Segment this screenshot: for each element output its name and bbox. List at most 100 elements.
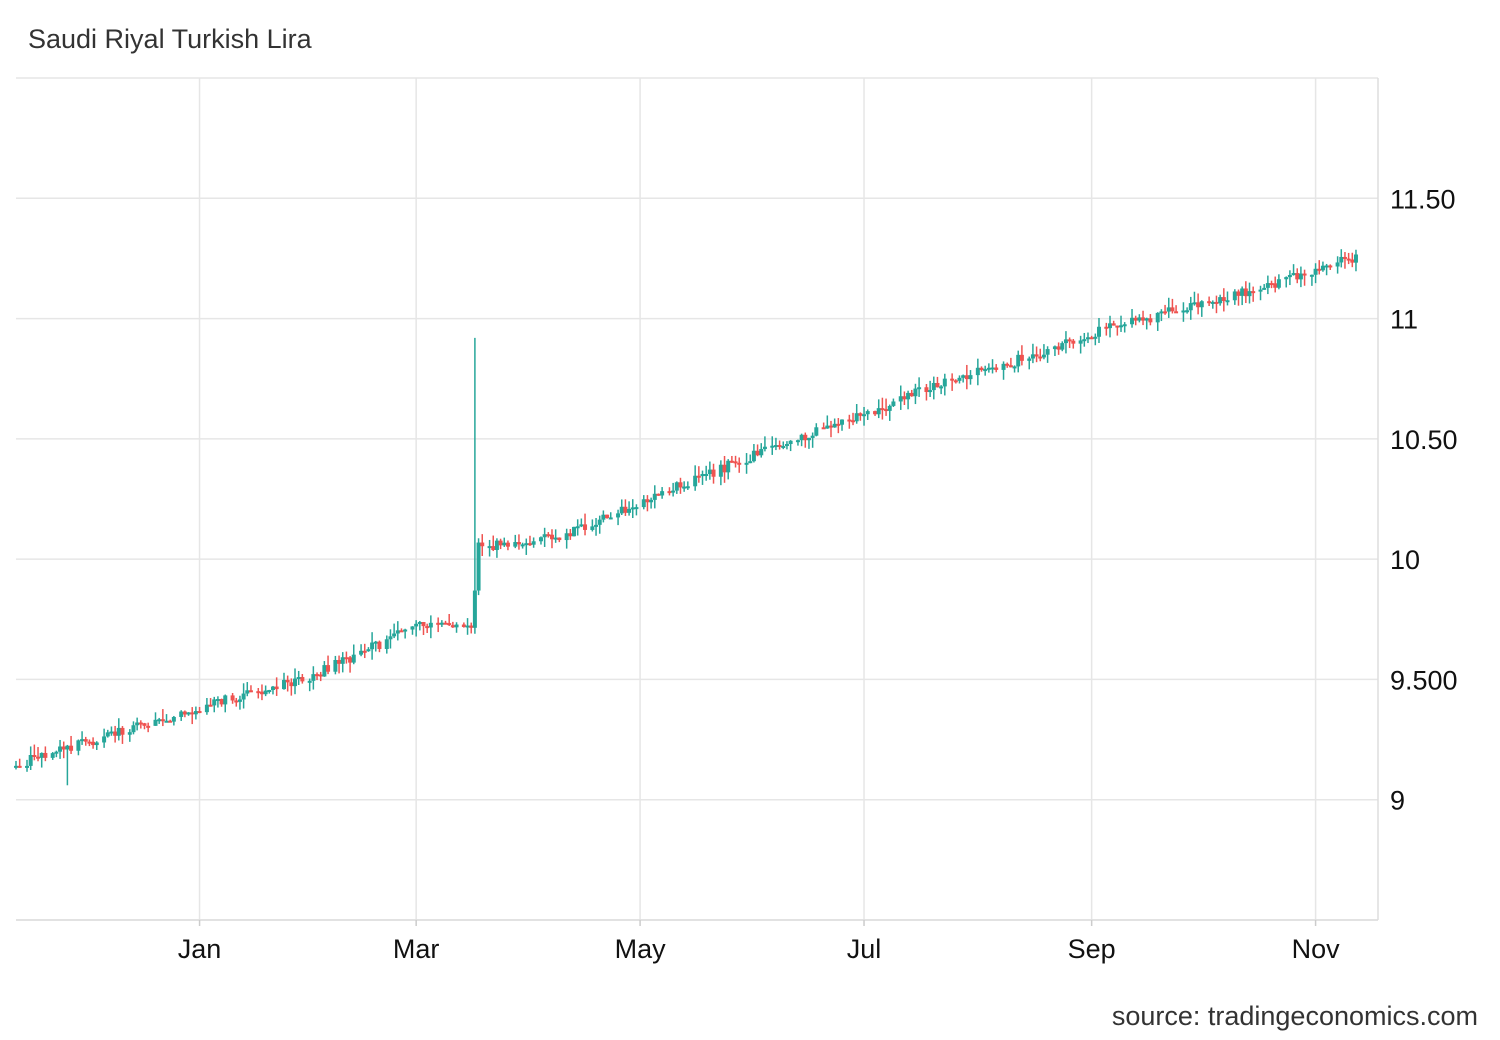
candle-body — [726, 460, 731, 473]
candle-body — [50, 753, 55, 758]
x-tick-label: Nov — [1292, 934, 1341, 964]
candle-body — [568, 533, 573, 537]
candle-body — [649, 499, 654, 503]
candle-body — [1163, 311, 1168, 314]
candle-body — [135, 722, 140, 726]
candle-body — [840, 419, 845, 425]
candle-body — [17, 765, 22, 768]
candle-body — [1008, 365, 1013, 368]
candle-body — [1295, 273, 1300, 280]
candle-body — [480, 542, 485, 547]
candle-body — [1273, 283, 1278, 288]
y-tick-label: 9 — [1390, 786, 1405, 816]
candle-body — [43, 752, 48, 758]
candle-body — [1141, 317, 1146, 321]
y-tick-label: 11.50 — [1390, 184, 1456, 214]
candle-body — [373, 641, 378, 644]
candle-body — [505, 542, 510, 547]
candle-body — [450, 625, 455, 628]
candle-body — [285, 679, 290, 683]
candle-body — [1041, 354, 1046, 358]
candle-body — [83, 739, 88, 742]
candle-body — [891, 401, 896, 406]
candle-body — [847, 419, 852, 422]
candle-body — [711, 469, 716, 477]
candle-body — [439, 622, 444, 625]
candle-body — [770, 445, 775, 448]
candle-body — [127, 732, 132, 735]
candle-body — [138, 722, 143, 725]
candle-body — [237, 699, 242, 702]
candle-body — [873, 411, 878, 415]
candle-body — [968, 375, 973, 380]
candle-body — [660, 491, 665, 496]
candle-body — [190, 712, 195, 715]
candle-body — [39, 752, 44, 758]
candle-body — [102, 736, 107, 743]
candle-body — [572, 526, 577, 537]
candle-body — [1082, 339, 1087, 342]
candle-body — [828, 425, 833, 428]
candle-body — [1085, 337, 1090, 340]
candle-body — [931, 382, 936, 391]
candles — [14, 249, 1358, 786]
candle-body — [1108, 323, 1113, 329]
candle-body — [674, 482, 679, 491]
candle-body — [671, 490, 676, 493]
candle-body — [447, 623, 452, 626]
chart-title: Saudi Riyal Turkish Lira — [28, 24, 312, 54]
candle-body — [1078, 340, 1083, 344]
candle-body — [1060, 343, 1065, 350]
candle-body — [182, 711, 187, 715]
candle-body — [751, 450, 756, 462]
candle-body — [281, 679, 286, 690]
candle-body — [267, 689, 272, 692]
candle-body — [942, 378, 947, 387]
candle-body — [564, 533, 569, 541]
candle-body — [248, 690, 253, 693]
candle-body — [436, 622, 441, 625]
candle-body — [388, 636, 393, 640]
candle-body — [832, 423, 837, 428]
grid-lines — [16, 77, 1378, 921]
candle-body — [513, 542, 518, 547]
candle-body — [32, 755, 37, 758]
candle-body — [326, 665, 331, 672]
candle-body — [520, 544, 525, 547]
candle-body — [825, 425, 830, 429]
candle-body — [311, 674, 316, 681]
candle-body — [964, 375, 969, 380]
candle-body — [1122, 324, 1127, 327]
candle-body — [773, 445, 778, 448]
x-tick-label: Jul — [847, 934, 882, 964]
candle-body — [1005, 363, 1010, 366]
candle-body — [1016, 354, 1021, 367]
candle-body — [25, 765, 30, 768]
candle-body — [58, 746, 63, 752]
candle-body — [704, 474, 709, 477]
candle-body — [315, 674, 320, 677]
candle-body — [1133, 317, 1138, 321]
candle-body — [1335, 262, 1340, 267]
candle-body — [219, 699, 224, 705]
candle-body — [472, 590, 477, 628]
candle-body — [810, 435, 815, 438]
candle-body — [557, 537, 562, 541]
candle-body — [164, 720, 169, 723]
candle-body — [803, 434, 808, 441]
candle-body — [928, 390, 933, 393]
candle-body — [795, 440, 800, 443]
candle-body — [120, 727, 125, 735]
candle-body — [1262, 287, 1267, 290]
candle-body — [270, 686, 275, 690]
candle-body — [307, 680, 312, 683]
candle-body — [939, 386, 944, 389]
candle-body — [762, 446, 767, 450]
candle-body — [168, 720, 173, 723]
candle-body — [575, 526, 580, 529]
candle-body — [293, 678, 298, 687]
candle-body — [425, 626, 430, 629]
candle-body — [1210, 301, 1215, 304]
candle-body — [1159, 311, 1164, 314]
